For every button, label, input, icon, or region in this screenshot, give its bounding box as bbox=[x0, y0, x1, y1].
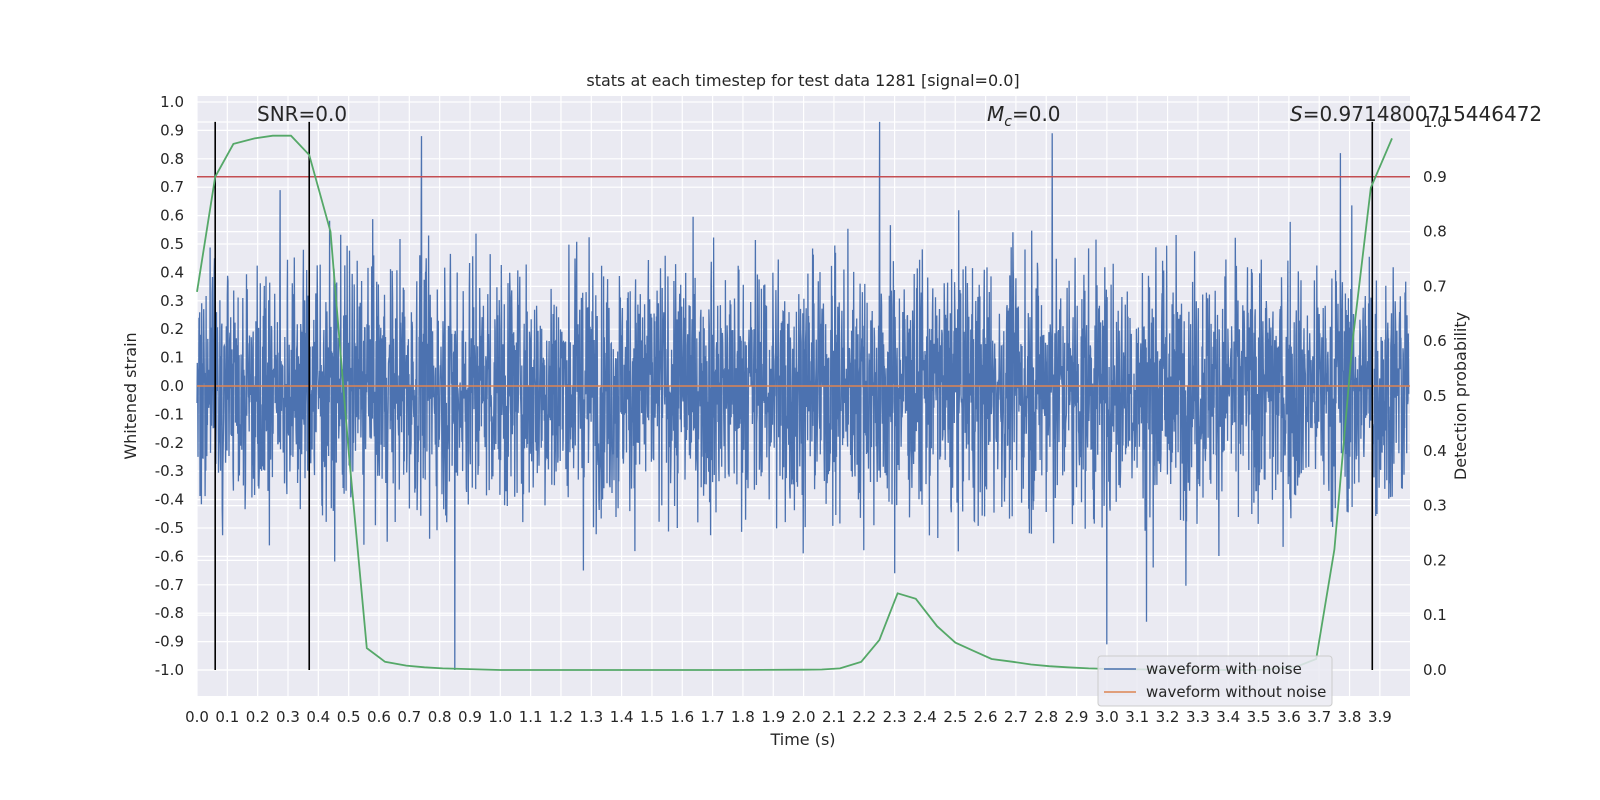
y2-tick-label: 0.4 bbox=[1423, 442, 1447, 460]
x-tick-label: 2.9 bbox=[1065, 708, 1089, 726]
x-tick-label: 2.2 bbox=[852, 708, 876, 726]
x-tick-label: 2.3 bbox=[883, 708, 907, 726]
y-tick-label: 0.8 bbox=[160, 150, 184, 168]
y-tick-label: -0.9 bbox=[155, 633, 184, 651]
x-tick-label: 0.5 bbox=[337, 708, 361, 726]
x-tick-label: 0.8 bbox=[428, 708, 452, 726]
y-tick-label: 0.1 bbox=[160, 349, 184, 367]
s-statistic-annotation: S=0.9714800715446472 bbox=[1290, 102, 1542, 126]
x-tick-label: 1.0 bbox=[488, 708, 512, 726]
x-tick-label: 0.6 bbox=[367, 708, 391, 726]
x-tick-label: 2.7 bbox=[1004, 708, 1028, 726]
y-tick-label: 0.3 bbox=[160, 292, 184, 310]
chirp-mass-annotation: Mc=0.0 bbox=[987, 102, 1061, 130]
x-tick-label: 3.2 bbox=[1156, 708, 1180, 726]
y-tick-label: 0.4 bbox=[160, 263, 184, 281]
x-tick-label: 1.2 bbox=[549, 708, 573, 726]
y-tick-label: -1.0 bbox=[155, 661, 184, 679]
x-tick-label: 1.7 bbox=[701, 708, 725, 726]
x-tick-label: 3.9 bbox=[1368, 708, 1392, 726]
left-y-tick-labels: 1.0 0.9 0.8 0.7 0.6 0.5 0.4 0.3 0.2 0.1 0.0 -0.1 -0.… bbox=[155, 93, 184, 679]
snr-annotation: SNR=0.0 bbox=[257, 102, 347, 126]
x-tick-label: 2.4 bbox=[913, 708, 937, 726]
x-tick-label: 1.1 bbox=[519, 708, 543, 726]
x-tick-labels: 0.0 0.1 0.2 0.3 0.4 0.5 0.6 0.7 0.8 0.9 1.0 1.1 1.2 1… bbox=[185, 708, 1392, 726]
y-tick-label: -0.7 bbox=[155, 576, 184, 594]
y2-tick-label: 0.9 bbox=[1423, 168, 1447, 186]
right-y-tick-labels: 1.0 0.9 0.8 0.7 0.6 0.5 0.4 0.3 0.2 0.1 0.0 bbox=[1423, 113, 1447, 679]
x-tick-label: 1.8 bbox=[731, 708, 755, 726]
waveform-with-noise-series bbox=[196, 121, 1410, 671]
y-tick-label: -0.2 bbox=[155, 434, 184, 452]
x-tick-label: 3.4 bbox=[1216, 708, 1240, 726]
y2-tick-label: 1.0 bbox=[1423, 113, 1447, 131]
x-tick-label: 3.0 bbox=[1095, 708, 1119, 726]
y-tick-label: 0.5 bbox=[160, 235, 184, 253]
y2-tick-label: 0.6 bbox=[1423, 332, 1447, 350]
y-tick-label: -0.6 bbox=[155, 547, 184, 565]
chart-title: stats at each timestep for test data 128… bbox=[586, 71, 1019, 90]
y-tick-label: 0.7 bbox=[160, 178, 184, 196]
x-tick-label: 3.5 bbox=[1247, 708, 1271, 726]
y-tick-label: 0.6 bbox=[160, 207, 184, 225]
y2-tick-label: 0.0 bbox=[1423, 661, 1447, 679]
x-tick-label: 0.4 bbox=[306, 708, 330, 726]
x-tick-label: 3.6 bbox=[1277, 708, 1301, 726]
y2-tick-label: 0.2 bbox=[1423, 551, 1447, 569]
y-tick-label: 1.0 bbox=[160, 93, 184, 111]
x-tick-label: 2.6 bbox=[974, 708, 998, 726]
y2-tick-label: 0.7 bbox=[1423, 277, 1447, 295]
x-tick-label: 2.0 bbox=[792, 708, 816, 726]
y2-tick-label: 0.3 bbox=[1423, 497, 1447, 515]
y2-axis-label: Detection probability bbox=[1451, 312, 1470, 480]
y2-tick-label: 0.1 bbox=[1423, 606, 1447, 624]
y-axis-label: Whitened strain bbox=[121, 332, 140, 459]
x-tick-label: 0.3 bbox=[276, 708, 300, 726]
y-tick-label: -0.1 bbox=[155, 405, 184, 423]
x-tick-label: 0.1 bbox=[215, 708, 239, 726]
y2-tick-label: 0.5 bbox=[1423, 387, 1447, 405]
x-tick-label: 1.9 bbox=[761, 708, 785, 726]
y-tick-label: 0.9 bbox=[160, 121, 184, 139]
y-tick-label: -0.5 bbox=[155, 519, 184, 537]
legend: waveform with noise waveform without noi… bbox=[1097, 655, 1333, 707]
x-tick-label: 3.1 bbox=[1125, 708, 1149, 726]
y-tick-label: 0.0 bbox=[160, 377, 184, 395]
x-tick-label: 3.3 bbox=[1186, 708, 1210, 726]
waveform-with-noise-line bbox=[196, 121, 1410, 671]
legend-box bbox=[1097, 655, 1333, 707]
y2-tick-label: 0.8 bbox=[1423, 223, 1447, 241]
legend-label-clean: waveform without noise bbox=[1146, 683, 1326, 701]
x-tick-label: 1.6 bbox=[670, 708, 694, 726]
x-tick-label: 1.4 bbox=[610, 708, 634, 726]
legend-label-noise: waveform with noise bbox=[1146, 660, 1302, 678]
x-tick-label: 0.0 bbox=[185, 708, 209, 726]
x-tick-label: 1.5 bbox=[640, 708, 664, 726]
x-tick-label: 3.7 bbox=[1307, 708, 1331, 726]
y-tick-label: -0.8 bbox=[155, 604, 184, 622]
x-axis-label: Time (s) bbox=[769, 730, 835, 749]
x-tick-label: 2.5 bbox=[943, 708, 967, 726]
x-tick-label: 2.1 bbox=[822, 708, 846, 726]
x-tick-label: 0.9 bbox=[458, 708, 482, 726]
x-tick-label: 0.7 bbox=[397, 708, 421, 726]
y-tick-label: 0.2 bbox=[160, 320, 184, 338]
x-tick-label: 3.8 bbox=[1338, 708, 1362, 726]
x-tick-label: 1.3 bbox=[579, 708, 603, 726]
x-tick-label: 2.8 bbox=[1034, 708, 1058, 726]
y-tick-label: -0.4 bbox=[155, 491, 184, 509]
x-tick-label: 0.2 bbox=[246, 708, 270, 726]
y-tick-label: -0.3 bbox=[155, 462, 184, 480]
